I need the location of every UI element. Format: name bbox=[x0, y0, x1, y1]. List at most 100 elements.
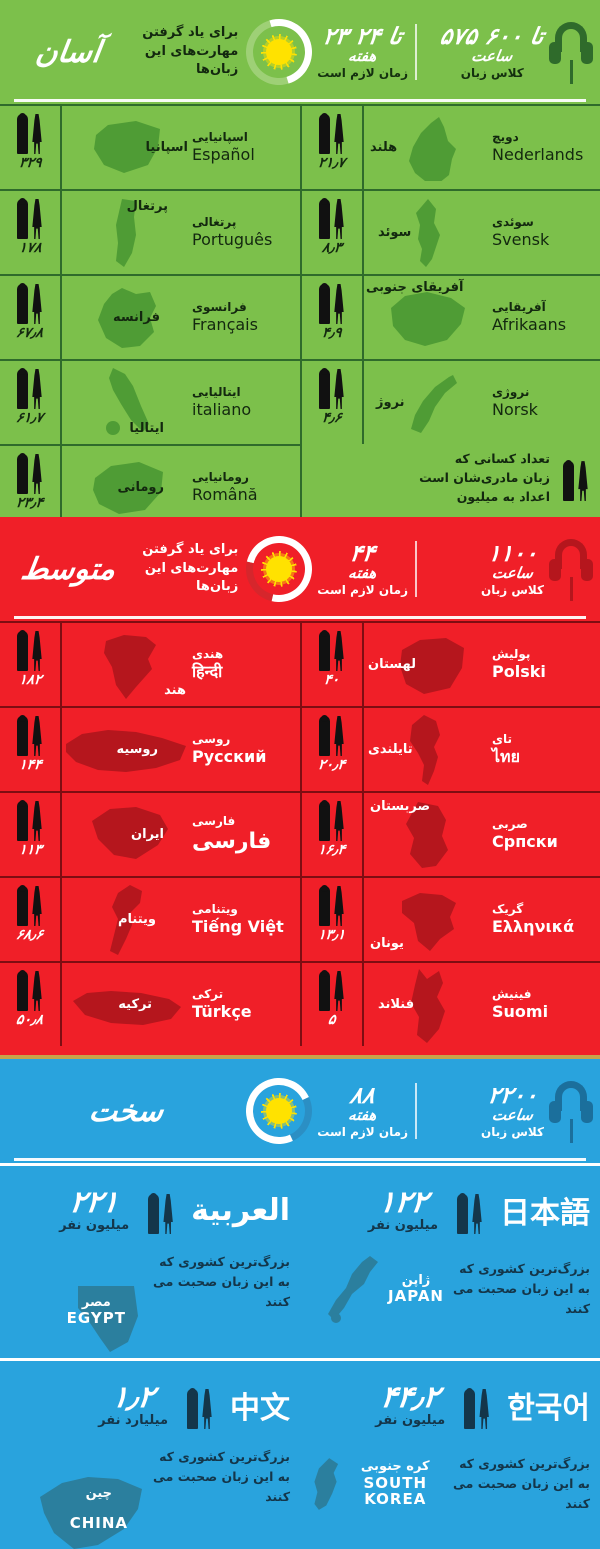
header-rule bbox=[14, 616, 586, 619]
map-cell: آفریقای جنوبی bbox=[364, 276, 492, 359]
table-row[interactable]: فارسی فارسی ایران ۱۱۳ bbox=[0, 791, 300, 876]
man-woman-pictogram bbox=[312, 967, 352, 1011]
language-card[interactable]: 中文 ۱٫۲ میلیارد نفر بزرگ‌ترین کشوری که به… bbox=[0, 1358, 300, 1549]
section-hard-header: ۲۲۰۰ ساعت کلاس زبان ۸۸ هفته زمان لازم اس… bbox=[0, 1059, 600, 1163]
table-row[interactable]: ترکی Türkçe ترکیه ۵۰٫۸ bbox=[0, 961, 300, 1046]
table-row[interactable]: سوئدی Svensk سوئد ۸٫۳ bbox=[302, 189, 600, 274]
language-card[interactable]: العربية ۲۲۱ میلیون نفر بزرگ‌ترین کشوری ک… bbox=[0, 1163, 300, 1358]
map-poland-icon bbox=[400, 637, 464, 694]
country-label-fa: مصر bbox=[81, 1295, 111, 1310]
speakers-cell: ۲۳٫۴ bbox=[0, 446, 62, 529]
largest-country-note: بزرگ‌ترین کشوری که به این زبان صحبت می ک… bbox=[453, 1261, 590, 1316]
speakers-cell: ۱۸۲ bbox=[0, 623, 62, 706]
lang-fa: گریک bbox=[492, 902, 524, 917]
level-title-easy: آسان bbox=[33, 34, 103, 70]
country-label: تایلندی bbox=[368, 742, 413, 757]
map-cell: ایران bbox=[62, 793, 192, 876]
lang-native: فارسی bbox=[192, 828, 272, 854]
lang-native: Afrikaans bbox=[492, 314, 567, 334]
table-row[interactable]: پرتغالی Português پرتغال ۱۷۸ bbox=[0, 189, 300, 274]
table-row[interactable]: دویچ Nederlands هلند ۲۱٫۷ bbox=[302, 104, 600, 189]
largest-country-note: بزرگ‌ترین کشوری که به این زبان صحبت می ک… bbox=[153, 1449, 290, 1504]
map-cell: سوئد bbox=[364, 191, 492, 274]
lang-native: Nederlands bbox=[492, 144, 584, 164]
map-cell: اسپانیا bbox=[62, 106, 192, 189]
table-row[interactable]: ایتالیایی italiano ایتالیا ۶۱٫۷ bbox=[0, 359, 300, 444]
table-row[interactable]: ویتنامی Tiếng Việt ویتنام ۶۸٫۶ bbox=[0, 876, 300, 961]
section-separator bbox=[0, 1055, 600, 1059]
table-row[interactable]: اسپانیایی Español اسپانیا ۳۲۹ bbox=[0, 104, 300, 189]
speakers-unit: میلیون نفر bbox=[59, 1218, 130, 1234]
table-row[interactable]: صربی Српски صربستان ۱۶٫۴ bbox=[302, 791, 600, 876]
table-row[interactable]: نروژی Norsk نروژ ۴٫۶ bbox=[302, 359, 600, 444]
country-label: نروژ bbox=[376, 395, 405, 410]
headphones-icon bbox=[548, 1079, 594, 1143]
language-cell: پرتغالی Português bbox=[192, 191, 300, 274]
speakers-value: ۶۱٫۷ bbox=[15, 410, 45, 426]
country-label: روسیه bbox=[116, 742, 158, 757]
lang-native: Norsk bbox=[492, 399, 538, 419]
country-label-fa: چین bbox=[85, 1486, 113, 1501]
table-row[interactable]: رومانیایی Română رومانی ۲۳٫۴ bbox=[0, 444, 300, 529]
speakers-value: ۸٫۳ bbox=[321, 240, 343, 256]
man-woman-pictogram bbox=[10, 712, 50, 756]
language-card[interactable]: 日本語 ۱۲۲ میلیون نفر بزرگ‌ترین کشوری که به… bbox=[300, 1163, 600, 1358]
language-cell: فارسی فارسی bbox=[192, 793, 300, 876]
map-portugal-icon bbox=[116, 198, 136, 267]
map-norway-icon bbox=[411, 374, 457, 433]
country-label-en: EGYPT bbox=[66, 1309, 126, 1328]
language-card[interactable]: 한국어 ۴۴٫۲ میلیون نفر بزرگ‌ترین کشوری که ب… bbox=[300, 1358, 600, 1549]
table-row[interactable]: روسی Русский روسیه ۱۴۴ bbox=[0, 706, 300, 791]
speakers-cell: ۲۰٫۴ bbox=[302, 708, 364, 791]
weeks-sub: زمان لازم است bbox=[317, 65, 408, 80]
lang-native: العربية bbox=[191, 1192, 290, 1228]
speakers-cell: ۱۱۳ bbox=[0, 793, 62, 876]
map-italy-icon bbox=[106, 367, 149, 435]
timer-sun-icon bbox=[237, 1068, 322, 1154]
table-row[interactable]: فینیش Suomi فنلاند ۵ bbox=[302, 961, 600, 1046]
man-woman-pictogram bbox=[312, 365, 352, 409]
lang-native: Ελληνικά bbox=[492, 916, 575, 936]
map-thailand-icon bbox=[410, 714, 440, 785]
legend-row: تعداد کسانی که زبان مادری‌شان است اعداد … bbox=[302, 444, 600, 514]
intermediate-column-right: پولیش Polski لهستان ۴۰ تای ไทย bbox=[300, 621, 600, 1046]
weeks-value: ۲۳ تا ۲۴ bbox=[321, 23, 405, 50]
country-label: آفریقای جنوبی bbox=[366, 280, 464, 295]
table-row[interactable]: گریک Ελληνικά یونان ۱۳٫۱ bbox=[302, 876, 600, 961]
country-label: هلند bbox=[370, 140, 398, 155]
man-woman-pictogram bbox=[312, 797, 352, 841]
map-india-icon bbox=[104, 634, 156, 699]
country-label: ایتالیا bbox=[129, 421, 164, 436]
man-woman-pictogram bbox=[312, 712, 352, 756]
lang-fa: ویتنامی bbox=[192, 902, 238, 917]
easy-column-left: اسپانیایی Español اسپانیا ۳۲۹ پرتغالی bbox=[0, 104, 300, 529]
largest-country-note: بزرگ‌ترین کشوری که به این زبان صحبت می ک… bbox=[153, 1254, 290, 1309]
table-row[interactable]: فرانسوی Français فرانسه ۶۷٫۸ bbox=[0, 274, 300, 359]
table-row[interactable]: آفریقایی Afrikaans آفریقای جنوبی ۴٫۹ bbox=[302, 274, 600, 359]
language-cell: ترکی Türkçe bbox=[192, 963, 300, 1046]
lang-fa: فارسی bbox=[192, 813, 236, 828]
weeks-unit: هفته bbox=[347, 46, 379, 65]
man-woman-pictogram bbox=[312, 627, 352, 671]
speakers-count: ۱۲۲ میلیون نفر bbox=[368, 1185, 438, 1233]
lang-fa: فینیش bbox=[492, 987, 532, 1002]
man-woman-pictogram bbox=[10, 450, 50, 494]
table-row[interactable]: تای ไทย تایلندی ۲۰٫۴ bbox=[302, 706, 600, 791]
speakers-cell: ۱۴۴ bbox=[0, 708, 62, 791]
map-cell: ایتالیا bbox=[62, 361, 192, 444]
map-cell: فنلاند bbox=[364, 963, 492, 1046]
man-woman-pictogram bbox=[10, 967, 50, 1011]
speakers-cell: ۶۱٫۷ bbox=[0, 361, 62, 444]
header-divider bbox=[415, 1083, 417, 1139]
lang-fa: دویچ bbox=[492, 130, 519, 145]
lang-fa: صربی bbox=[492, 817, 528, 832]
weeks-unit: هفته bbox=[347, 563, 379, 582]
header-rule bbox=[14, 1158, 586, 1161]
language-cell: سوئدی Svensk bbox=[492, 191, 600, 274]
man-woman-pictogram bbox=[139, 1186, 183, 1234]
table-row[interactable]: پولیش Polski لهستان ۴۰ bbox=[302, 621, 600, 706]
hours-unit: ساعت bbox=[490, 1105, 535, 1124]
table-row[interactable]: هندی हिन्दी هند ۱۸۲ bbox=[0, 621, 300, 706]
country-label-en: JAPAN bbox=[388, 1286, 444, 1305]
lang-fa: ترکی bbox=[192, 987, 224, 1002]
